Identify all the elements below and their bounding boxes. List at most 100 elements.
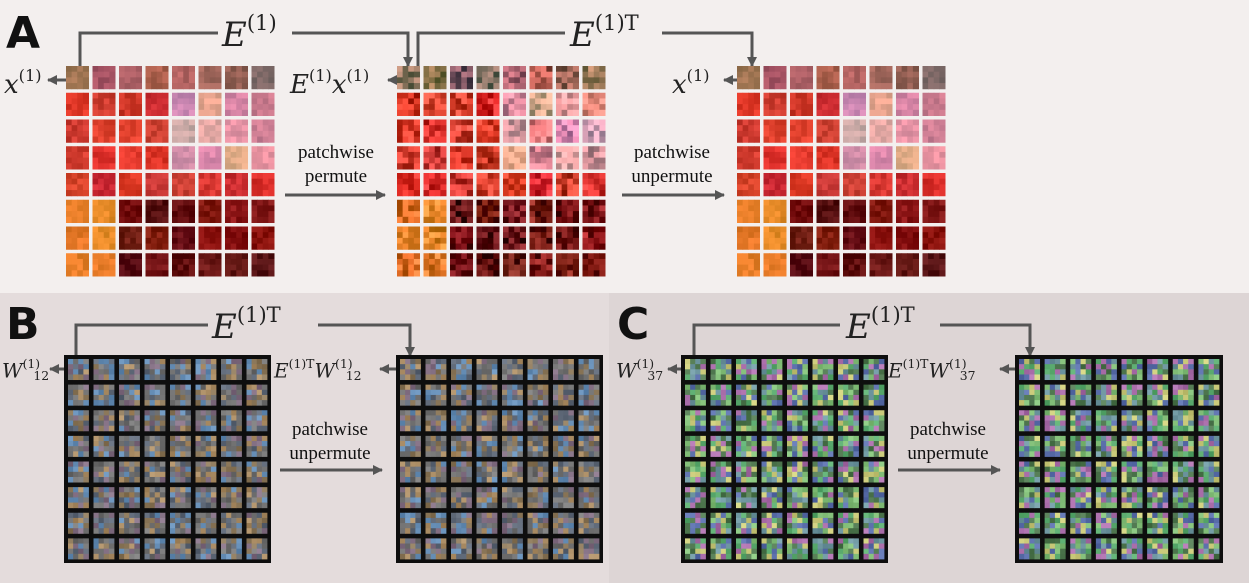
patch [896,199,919,223]
patch [92,199,116,223]
patch [423,226,447,250]
filter-patch [68,410,89,432]
patch [843,146,866,170]
patch [172,173,195,197]
filter-patch [838,512,859,534]
filter-patch [1172,538,1194,560]
var-x1-right: x(1) [672,66,710,101]
var-e1tw37: E(1)TW(1)37 [888,356,976,384]
filter-patch [553,487,574,509]
filter-patch [476,359,498,381]
filter-patch [425,461,447,483]
patch [145,199,169,223]
patch [582,253,606,277]
filter-patch [476,410,498,432]
filter-patch [787,410,808,432]
patch [843,66,866,90]
operator-e1t-a: E(1)T [570,10,639,55]
filter-patch [1095,538,1117,560]
filter-patch [1121,487,1143,509]
filter-patch [425,435,447,457]
filter-patch [838,384,859,406]
caption-unpermute-b: patchwise unpermute [289,419,371,464]
filter-patch [68,538,89,560]
filter-patch [710,512,732,534]
patch [790,173,813,197]
filter-patch [1147,435,1169,457]
patch [66,226,89,250]
patch [869,173,893,197]
patch [869,146,893,170]
filter-grid-w37 [681,355,888,563]
filter-patch [1147,512,1169,534]
filter-patch [787,487,808,509]
filter-patch [93,487,115,509]
patch [582,173,606,197]
patch [503,226,526,250]
filter-patch [144,410,166,432]
patch [737,146,760,170]
filter-patch [553,410,574,432]
filter-patch [761,384,783,406]
operator-e1t-c: E(1)T [846,302,915,347]
filter-patch [221,487,242,509]
patch [251,226,275,250]
filter-patch [787,435,808,457]
filter-patch [400,512,421,534]
filter-patch [400,487,421,509]
filter-patch [68,512,89,534]
filter-patch [93,410,115,432]
patch [198,92,222,116]
filter-grid-svg [1015,355,1223,563]
filter-patch [68,435,89,457]
filter-patch [246,359,268,381]
filter-patch [1121,461,1143,483]
patch-grid-svg [397,66,606,277]
filter-patch [1172,410,1194,432]
filter-grid-ew37 [1015,355,1223,563]
patch [397,66,420,90]
filter-patch [1019,359,1041,381]
var-e1x1: E(1)x(1) [290,66,370,101]
filter-grid-svg [396,355,603,563]
filter-patch [1147,410,1169,432]
filter-patch [502,359,523,381]
filter-patch [863,461,885,483]
patch [251,146,275,170]
filter-patch [425,538,447,560]
bracket-a-left [78,31,408,66]
patch [92,146,116,170]
patch [582,226,606,250]
panel-label-a: A [6,8,41,59]
filter-patch [685,487,706,509]
patch [423,253,447,277]
patch [503,146,526,170]
filter-patch [787,512,808,534]
patch [251,253,275,277]
filter-patch [170,538,191,560]
filter-patch [221,359,242,381]
patch [423,146,447,170]
patch [225,119,248,143]
patch [843,92,866,116]
patch [476,173,500,197]
filter-grid-ew12 [396,355,603,563]
filter-patch [578,384,600,406]
filter-patch [736,538,757,560]
filter-patch [710,461,732,483]
filter-patch [710,384,732,406]
filter-patch [93,359,115,381]
patch [198,66,222,90]
patch [92,119,116,143]
filter-patch [425,512,447,534]
filter-patch [221,538,242,560]
filter-patch [170,410,191,432]
patch [92,92,116,116]
filter-patch [502,435,523,457]
patch [816,66,840,90]
filter-patch [476,512,498,534]
patch [423,199,447,223]
filter-patch [68,487,89,509]
patch [119,199,142,223]
filter-patch [1019,461,1041,483]
